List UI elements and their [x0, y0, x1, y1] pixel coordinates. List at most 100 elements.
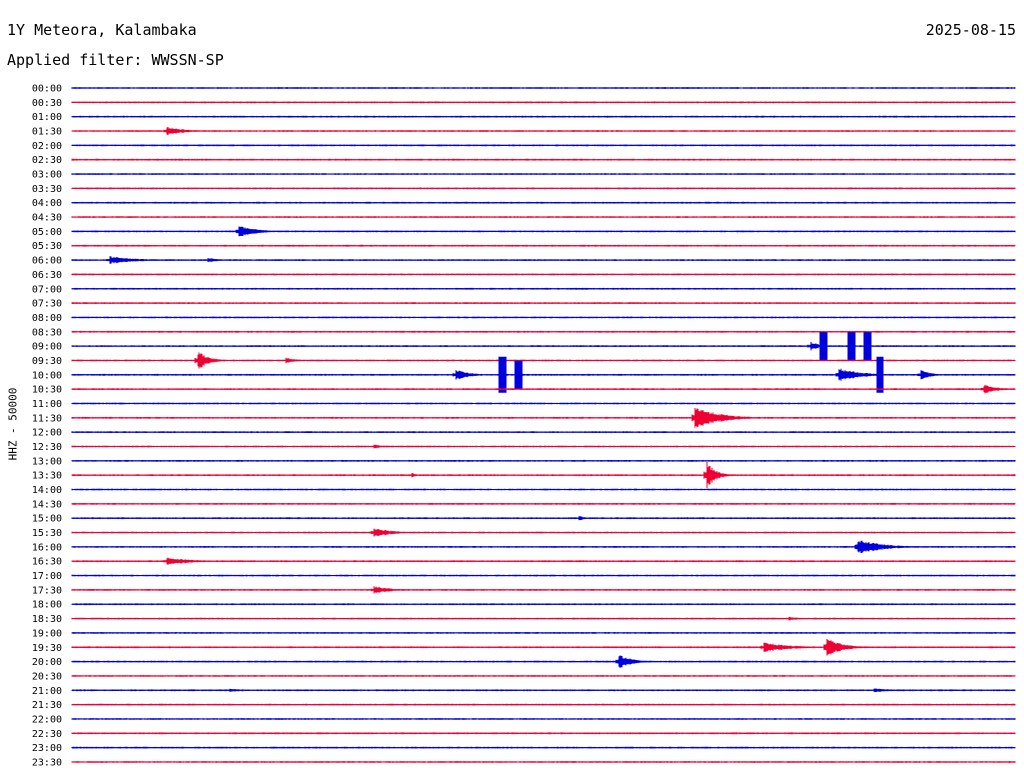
trace-line — [71, 384, 1016, 394]
row-time-label: 16:00 — [32, 542, 62, 553]
trace-line — [71, 201, 1016, 204]
row-time-label: 19:30 — [32, 643, 62, 654]
row-time-label: 18:30 — [32, 614, 62, 625]
trace-line — [71, 675, 1016, 677]
trace-line — [71, 459, 1016, 462]
trace-line — [71, 115, 1016, 118]
row-time-label: 23:30 — [32, 757, 62, 768]
trace-line — [71, 402, 1016, 405]
trace-line — [71, 688, 1016, 692]
trace-line — [71, 516, 1016, 521]
row-time-label: 08:00 — [32, 313, 62, 324]
trace-line — [71, 503, 1016, 505]
trace-line — [71, 557, 1016, 565]
trace-line — [71, 273, 1016, 276]
row-time-label: 07:00 — [32, 284, 62, 295]
trace-line — [71, 352, 1016, 369]
trace-line — [71, 330, 1016, 333]
row-time-label: 05:30 — [32, 241, 62, 252]
trace-line — [71, 462, 1016, 489]
row-time-label: 06:30 — [32, 270, 62, 281]
row-time-label: 15:30 — [32, 528, 62, 539]
trace-line — [71, 216, 1016, 218]
row-time-label: 05:00 — [32, 227, 62, 238]
trace-line — [71, 287, 1016, 290]
trace-line — [71, 718, 1016, 720]
row-time-label: 00:30 — [32, 98, 62, 109]
row-time-label: 06:00 — [32, 256, 62, 267]
row-time-label: 23:00 — [32, 743, 62, 754]
row-time-label: 17:00 — [32, 571, 62, 582]
row-time-label: 02:00 — [32, 141, 62, 152]
trace-line — [71, 431, 1016, 434]
row-time-label: 22:30 — [32, 729, 62, 740]
row-time-label: 01:00 — [32, 112, 62, 123]
row-time-label: 11:30 — [32, 413, 62, 424]
trace-line — [71, 761, 1016, 763]
row-time-label: 09:00 — [32, 342, 62, 353]
row-time-label: 21:30 — [32, 700, 62, 711]
row-time-label: 02:30 — [32, 155, 62, 166]
row-time-label: 07:30 — [32, 299, 62, 310]
trace-line — [71, 746, 1016, 749]
station-title: 1Y Meteora, Kalambaka — [7, 21, 197, 39]
filter-label: Applied filter: WWSSN-SP — [7, 51, 224, 69]
trace-line — [71, 703, 1016, 706]
trace-line — [71, 632, 1016, 634]
row-time-label: 22:00 — [32, 714, 62, 725]
trace-line — [71, 244, 1016, 247]
row-time-label: 12:00 — [32, 428, 62, 439]
trace-line — [71, 616, 1016, 621]
row-time-label: 00:00 — [32, 84, 62, 95]
row-time-label: 01:30 — [32, 127, 62, 138]
trace-line — [71, 87, 1016, 89]
row-time-label: 04:30 — [32, 213, 62, 224]
row-time-label: 15:00 — [32, 514, 62, 525]
trace-line — [71, 655, 1016, 668]
row-time-label: 21:00 — [32, 686, 62, 697]
trace-line — [71, 732, 1016, 735]
row-time-label: 18:00 — [32, 600, 62, 611]
row-time-label: 14:30 — [32, 499, 62, 510]
trace-line — [71, 528, 1016, 537]
trace-line — [71, 639, 1016, 656]
row-time-label: 08:30 — [32, 327, 62, 338]
row-time-label: 04:00 — [32, 198, 62, 209]
date-label: 2025-08-15 — [925, 21, 1016, 39]
trace-line — [71, 316, 1016, 319]
trace-line — [71, 408, 1016, 428]
row-time-label: 03:00 — [32, 170, 62, 181]
row-time-label: 10:30 — [32, 385, 62, 396]
trace-line — [71, 586, 1016, 594]
row-time-label: 19:00 — [32, 628, 62, 639]
trace-line — [71, 603, 1016, 606]
trace-line — [71, 144, 1016, 147]
trace-line — [71, 444, 1016, 449]
trace-line — [71, 187, 1016, 190]
row-time-label: 13:00 — [32, 456, 62, 467]
row-time-label: 20:30 — [32, 671, 62, 682]
row-time-label: 14:00 — [32, 485, 62, 496]
trace-line — [71, 158, 1016, 161]
trace-line — [71, 173, 1016, 175]
trace-line — [71, 356, 1016, 393]
row-time-label: 03:30 — [32, 184, 62, 195]
trace-line — [71, 540, 1016, 553]
trace-line — [71, 488, 1016, 491]
trace-line — [71, 226, 1016, 237]
row-time-label: 11:00 — [32, 399, 62, 410]
row-time-label: 10:00 — [32, 370, 62, 381]
trace-line — [71, 101, 1016, 104]
row-time-label: 17:30 — [32, 585, 62, 596]
row-time-label: 09:30 — [32, 356, 62, 367]
trace-line — [71, 127, 1016, 135]
row-time-label: 20:00 — [32, 657, 62, 668]
trace-line — [71, 256, 1016, 264]
trace-line — [71, 302, 1016, 304]
trace-line — [71, 332, 1016, 361]
row-time-label: 16:30 — [32, 557, 62, 568]
trace-line — [71, 574, 1016, 577]
row-time-label: 13:30 — [32, 471, 62, 482]
row-time-label: 12:30 — [32, 442, 62, 453]
